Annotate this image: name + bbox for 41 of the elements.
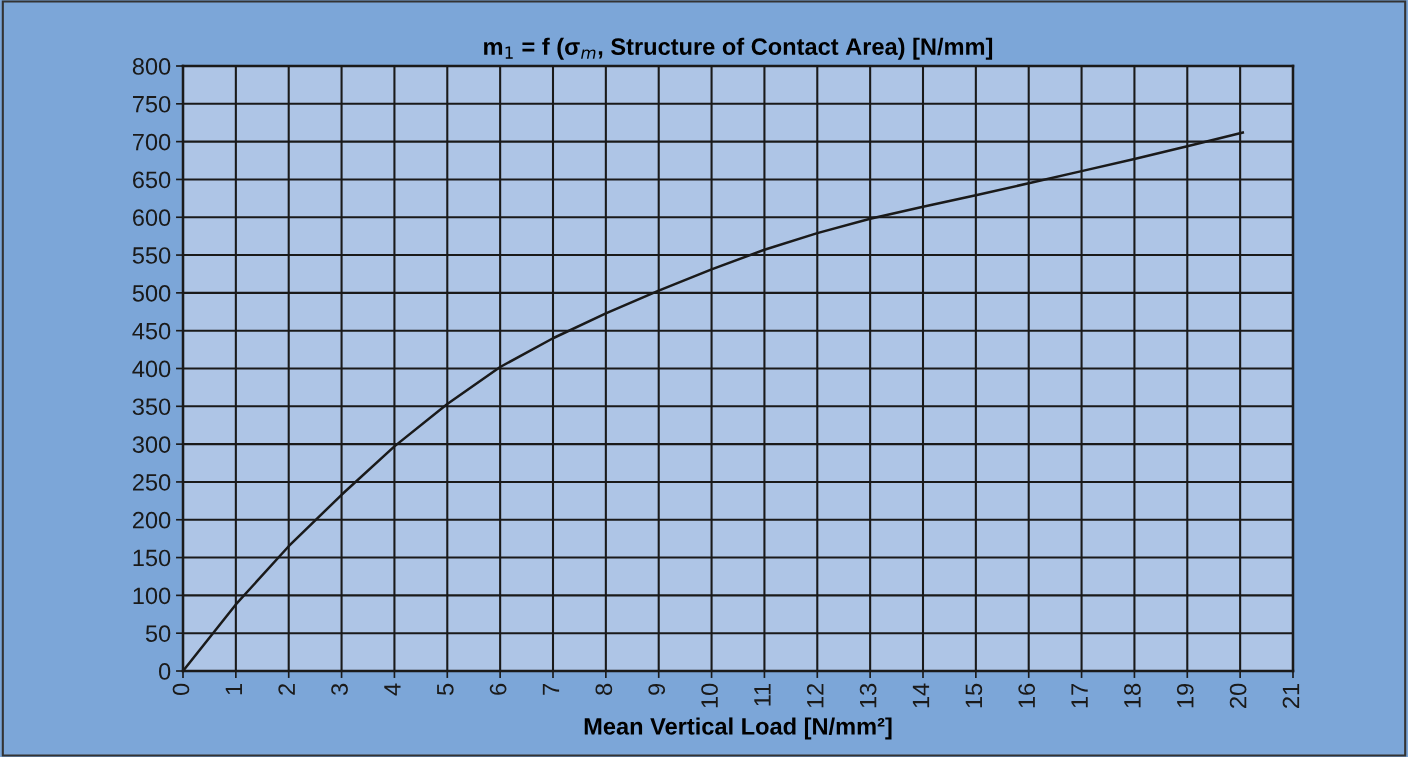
y-tick-label: 500 <box>132 284 171 302</box>
x-tick-label: 20 <box>1229 683 1247 708</box>
x-tick-label: 8 <box>595 683 613 695</box>
chart-title: m$_{1}$ = f (σ$_{m}$, Structure of Contact Area) [N/mm] <box>484 37 993 60</box>
x-tick-label: 18 <box>1124 683 1141 708</box>
x-tick-label: 12 <box>806 683 824 708</box>
y-tick-label: 600 <box>133 209 171 227</box>
x-tick-label: 3 <box>331 683 348 696</box>
x-tick-label: 14 <box>912 683 930 708</box>
x-tick-label: 1 <box>225 683 242 695</box>
x-tick-label: 7 <box>542 683 560 695</box>
x-tick-label: 11 <box>754 683 771 706</box>
x-tick-label: 21 <box>1282 683 1300 708</box>
y-tick-label: 800 <box>132 58 171 75</box>
y-tick-label: 750 <box>133 95 171 113</box>
x-tick-label: 4 <box>384 683 401 696</box>
y-tick-label: 300 <box>132 436 171 453</box>
y-tick-label: 50 <box>145 625 171 642</box>
y-tick-label: 650 <box>133 171 171 189</box>
y-tick-label: 550 <box>132 247 171 264</box>
y-tick-label: 250 <box>132 474 171 491</box>
y-tick-label: 0 <box>158 663 171 680</box>
y-tick-label: 700 <box>133 133 171 151</box>
x-tick-label: 17 <box>1071 683 1088 708</box>
x-tick-label: 5 <box>437 683 454 695</box>
y-tick-label: 100 <box>133 587 171 605</box>
x-tick-label: 9 <box>648 683 666 695</box>
x-tick-label: 10 <box>701 683 718 708</box>
y-tick-label: 450 <box>132 322 171 340</box>
y-tick-label: 350 <box>132 398 171 416</box>
x-tick-label: 2 <box>278 683 295 695</box>
x-tick-label: 0 <box>172 683 190 696</box>
y-tick-label: 400 <box>132 360 171 378</box>
y-tick-label: 150 <box>133 549 171 567</box>
x-tick-label: 19 <box>1176 683 1194 708</box>
x-axis-title: Mean Vertical Load [N/mm²] <box>584 717 892 740</box>
x-tick-label: 13 <box>859 683 877 708</box>
x-tick-label: 15 <box>965 683 983 708</box>
y-tick-label: 200 <box>132 511 171 529</box>
x-tick-label: 6 <box>489 683 507 695</box>
x-tick-label: 16 <box>1018 683 1036 708</box>
